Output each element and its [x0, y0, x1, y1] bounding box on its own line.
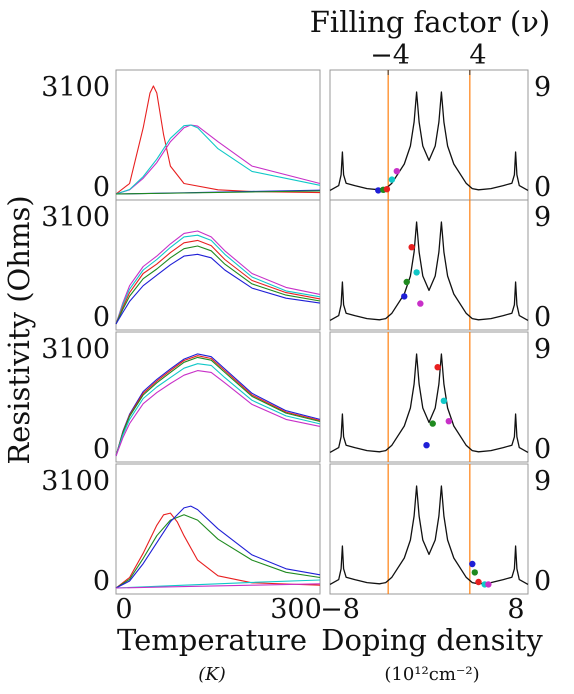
top-axis-ticks	[387, 70, 471, 75]
panel-left-2: 3100 0	[41, 199, 321, 333]
x-tick-right-neg8: −8	[320, 594, 360, 625]
y-tick-0: 0	[93, 566, 110, 597]
series-blue	[115, 353, 321, 457]
y-tick-0: 0	[534, 302, 551, 333]
series-cyan	[115, 234, 321, 325]
y-tick-3100: 3100	[41, 334, 110, 365]
panel-right-2: 90	[329, 199, 551, 333]
panel-frame	[329, 199, 529, 331]
marker-blue	[423, 442, 430, 449]
marker-magenta	[445, 418, 452, 425]
y-tick-0: 0	[534, 566, 551, 597]
marker-red	[475, 578, 482, 586]
y-tick-0: 0	[93, 302, 110, 333]
panel-frame	[115, 199, 321, 331]
marker-blue	[375, 187, 382, 194]
marker-cyan	[413, 269, 420, 276]
y-tick-3100: 3100	[41, 202, 110, 233]
x-axis-title-doping: Doping density	[321, 623, 543, 657]
y-tick-3100: 3100	[41, 72, 110, 103]
series-magenta	[115, 583, 321, 589]
y-tick-0: 0	[534, 434, 551, 465]
resistivity-trace	[329, 221, 529, 321]
x-axis-title-temperature: Temperature	[117, 623, 307, 657]
marker-green	[403, 278, 410, 286]
x-axis-unit-doping: (10¹²cm⁻²)	[384, 664, 479, 685]
panel-frame	[329, 331, 529, 463]
panel-left-1: 3100 0	[41, 69, 321, 203]
resistivity-trace	[329, 485, 529, 585]
series-magenta	[115, 370, 321, 457]
y-tick-0: 0	[93, 434, 110, 465]
series-cyan	[115, 363, 321, 457]
series-cyan	[115, 124, 321, 195]
marker-blue	[469, 560, 476, 568]
panel-frame	[115, 331, 321, 463]
y-tick-9: 9	[534, 72, 551, 103]
series-red	[115, 355, 321, 457]
top-tick-neg4: −4	[370, 40, 410, 71]
marker-magenta	[485, 581, 492, 588]
marker-red	[383, 186, 391, 193]
panel-left-3: 3100 0	[41, 331, 321, 465]
y-tick-9: 9	[534, 202, 551, 233]
x-tick-left-300: 300	[270, 594, 322, 625]
panel-frame	[329, 463, 529, 595]
series-green	[115, 514, 321, 589]
top-axis-title: Filling factor (ν)	[310, 5, 550, 39]
resistivity-trace	[329, 353, 529, 453]
panel-left-4: 3100 0	[41, 463, 321, 597]
marker-red	[434, 364, 441, 371]
series-red	[115, 239, 321, 325]
series-red	[115, 85, 321, 195]
y-axis-title: Resistivity (Ohms)	[2, 195, 36, 464]
marker-cyan	[388, 176, 396, 183]
series-green	[115, 356, 321, 457]
marker-red	[408, 244, 415, 251]
series-magenta	[115, 124, 321, 195]
panel-right-3: 90	[329, 331, 551, 465]
y-tick-9: 9	[534, 334, 551, 365]
y-tick-9: 9	[534, 466, 551, 497]
series-blue	[115, 505, 321, 589]
marker-green	[429, 420, 436, 427]
x-axis-unit-temperature: (K)	[198, 664, 226, 685]
panel-right-1: 90	[329, 69, 551, 203]
y-tick-0: 0	[534, 172, 551, 203]
y-tick-0: 0	[93, 172, 110, 203]
panel-frame	[329, 69, 529, 201]
series-red	[115, 512, 321, 589]
y-tick-3100: 3100	[41, 466, 110, 497]
resistivity-trace	[329, 91, 529, 191]
x-tick-right-8: 8	[507, 594, 524, 625]
top-tick-pos4: 4	[469, 40, 486, 71]
series-magenta	[115, 230, 321, 325]
marker-blue	[401, 293, 408, 300]
series-green	[115, 245, 321, 325]
series-cyan	[115, 579, 321, 589]
series-blue	[115, 253, 321, 325]
x-tick-left-0: 0	[115, 594, 132, 625]
marker-cyan	[440, 397, 448, 404]
marker-magenta	[417, 300, 424, 307]
panel-right-4: 90	[329, 463, 551, 597]
panel-frame	[115, 463, 321, 595]
marker-magenta	[393, 168, 401, 175]
panel-frame	[115, 69, 321, 201]
series-green	[115, 190, 321, 195]
marker-green	[471, 569, 478, 576]
